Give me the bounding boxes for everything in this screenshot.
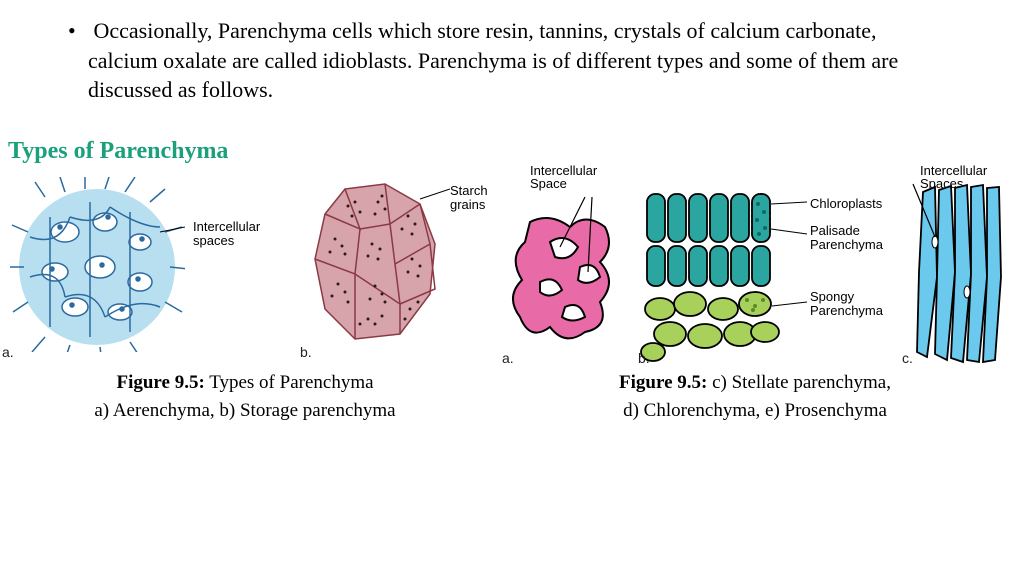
bullet-text: Occasionally, Parenchyma cells which sto… <box>88 18 898 102</box>
panel-letter-a: a. <box>2 344 14 360</box>
prosenchyma-svg <box>905 182 1015 367</box>
panel-letter-c: c. <box>902 350 913 366</box>
panel-letter-a2: a. <box>502 350 514 366</box>
storage-parenchyma-svg <box>300 174 450 349</box>
label-intercellular-spaces: Intercellular spaces <box>193 220 293 249</box>
aerenchyma-svg <box>10 177 185 352</box>
right-caption-line2: d) Chlorenchyma, e) Prosenchyma <box>500 400 1010 422</box>
figures-container: Intercellular spaces a. <box>0 172 1024 562</box>
left-caption-rest: Types of Parenchyma <box>205 372 374 393</box>
left-caption-line1: Figure 9.5: Types of Parenchyma <box>0 372 490 394</box>
section-heading: Types of Parenchyma <box>8 138 228 165</box>
bullet-paragraph: • Occasionally, Parenchyma cells which s… <box>88 16 948 105</box>
left-caption-line2: a) Aerenchyma, b) Storage parenchyma <box>0 400 490 422</box>
panel-letter-b2: b. <box>638 350 650 366</box>
label-chloroplasts: Chloroplasts <box>810 196 882 211</box>
stellate-svg <box>500 192 630 362</box>
panel-letter-b: b. <box>300 344 312 360</box>
left-caption-title: Figure 9.5: <box>116 372 204 393</box>
right-caption-title: Figure 9.5: <box>619 372 707 393</box>
label-spongy: Spongy Parenchyma <box>810 290 900 317</box>
right-caption-line1: Figure 9.5: c) Stellate parenchyma, <box>500 372 1010 394</box>
right-caption-rest: c) Stellate parenchyma, <box>707 372 891 393</box>
label-intercellular-space: Intercellular Space <box>530 164 620 190</box>
label-palisade: Palisade Parenchyma <box>810 224 900 251</box>
chlorenchyma-svg <box>635 184 810 364</box>
